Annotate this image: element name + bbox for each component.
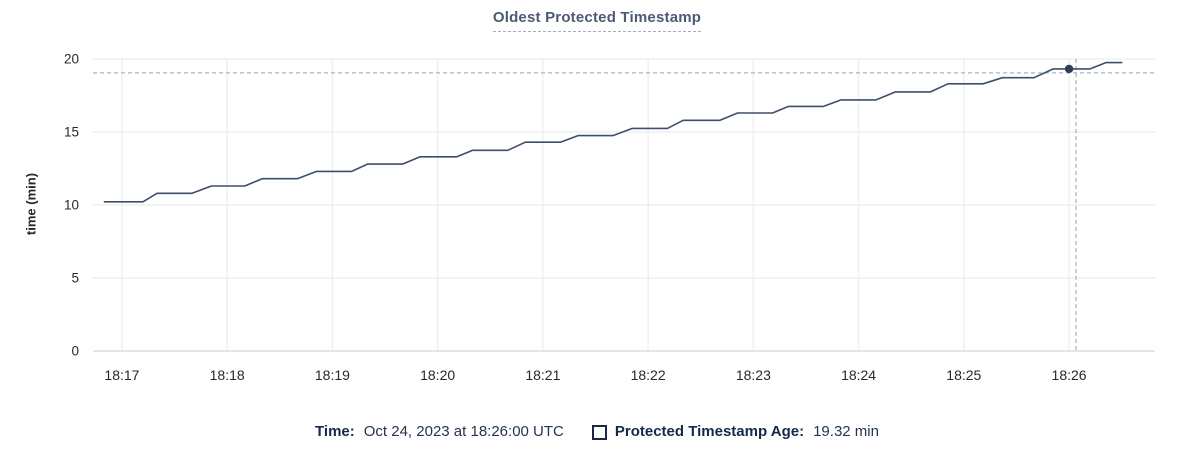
y-tick-label: 20	[64, 52, 79, 67]
y-tick-label: 5	[71, 271, 79, 286]
legend-series-toggle[interactable]: Protected Timestamp Age:	[591, 421, 805, 443]
hovered-data-point	[1064, 64, 1074, 74]
legend-series-label: Protected Timestamp Age:	[614, 423, 805, 440]
x-tick-label: 18:17	[104, 367, 139, 383]
x-tick-label: 18:20	[420, 367, 455, 383]
x-tick-label: 18:21	[525, 367, 560, 383]
y-tick-label: 15	[64, 125, 79, 140]
plot-area[interactable]	[93, 59, 1155, 351]
legend-series-value: 19.32 min	[813, 423, 879, 440]
x-tick-label: 18:26	[1052, 367, 1087, 383]
chart-legend: Time: Oct 24, 2023 at 18:26:00 UTC Prote…	[0, 421, 1194, 443]
series-line	[103, 61, 1123, 203]
chart-title-row: Oldest Protected Timestamp	[0, 9, 1194, 32]
x-tick-label: 18:18	[210, 367, 245, 383]
x-tick-label: 18:25	[946, 367, 981, 383]
y-tick-label: 0	[71, 344, 79, 359]
x-tick-label: 18:23	[736, 367, 771, 383]
series-swatch-icon	[591, 424, 607, 440]
y-tick-label: 10	[64, 198, 79, 213]
x-tick-label: 18:24	[841, 367, 876, 383]
x-tick-label: 18:22	[631, 367, 666, 383]
x-tick-label: 18:19	[315, 367, 350, 383]
legend-time-value: Oct 24, 2023 at 18:26:00 UTC	[363, 423, 564, 440]
chart-title[interactable]: Oldest Protected Timestamp	[492, 9, 702, 32]
y-axis-title: time (min)	[23, 172, 39, 236]
legend-time-label: Time:	[315, 423, 355, 440]
